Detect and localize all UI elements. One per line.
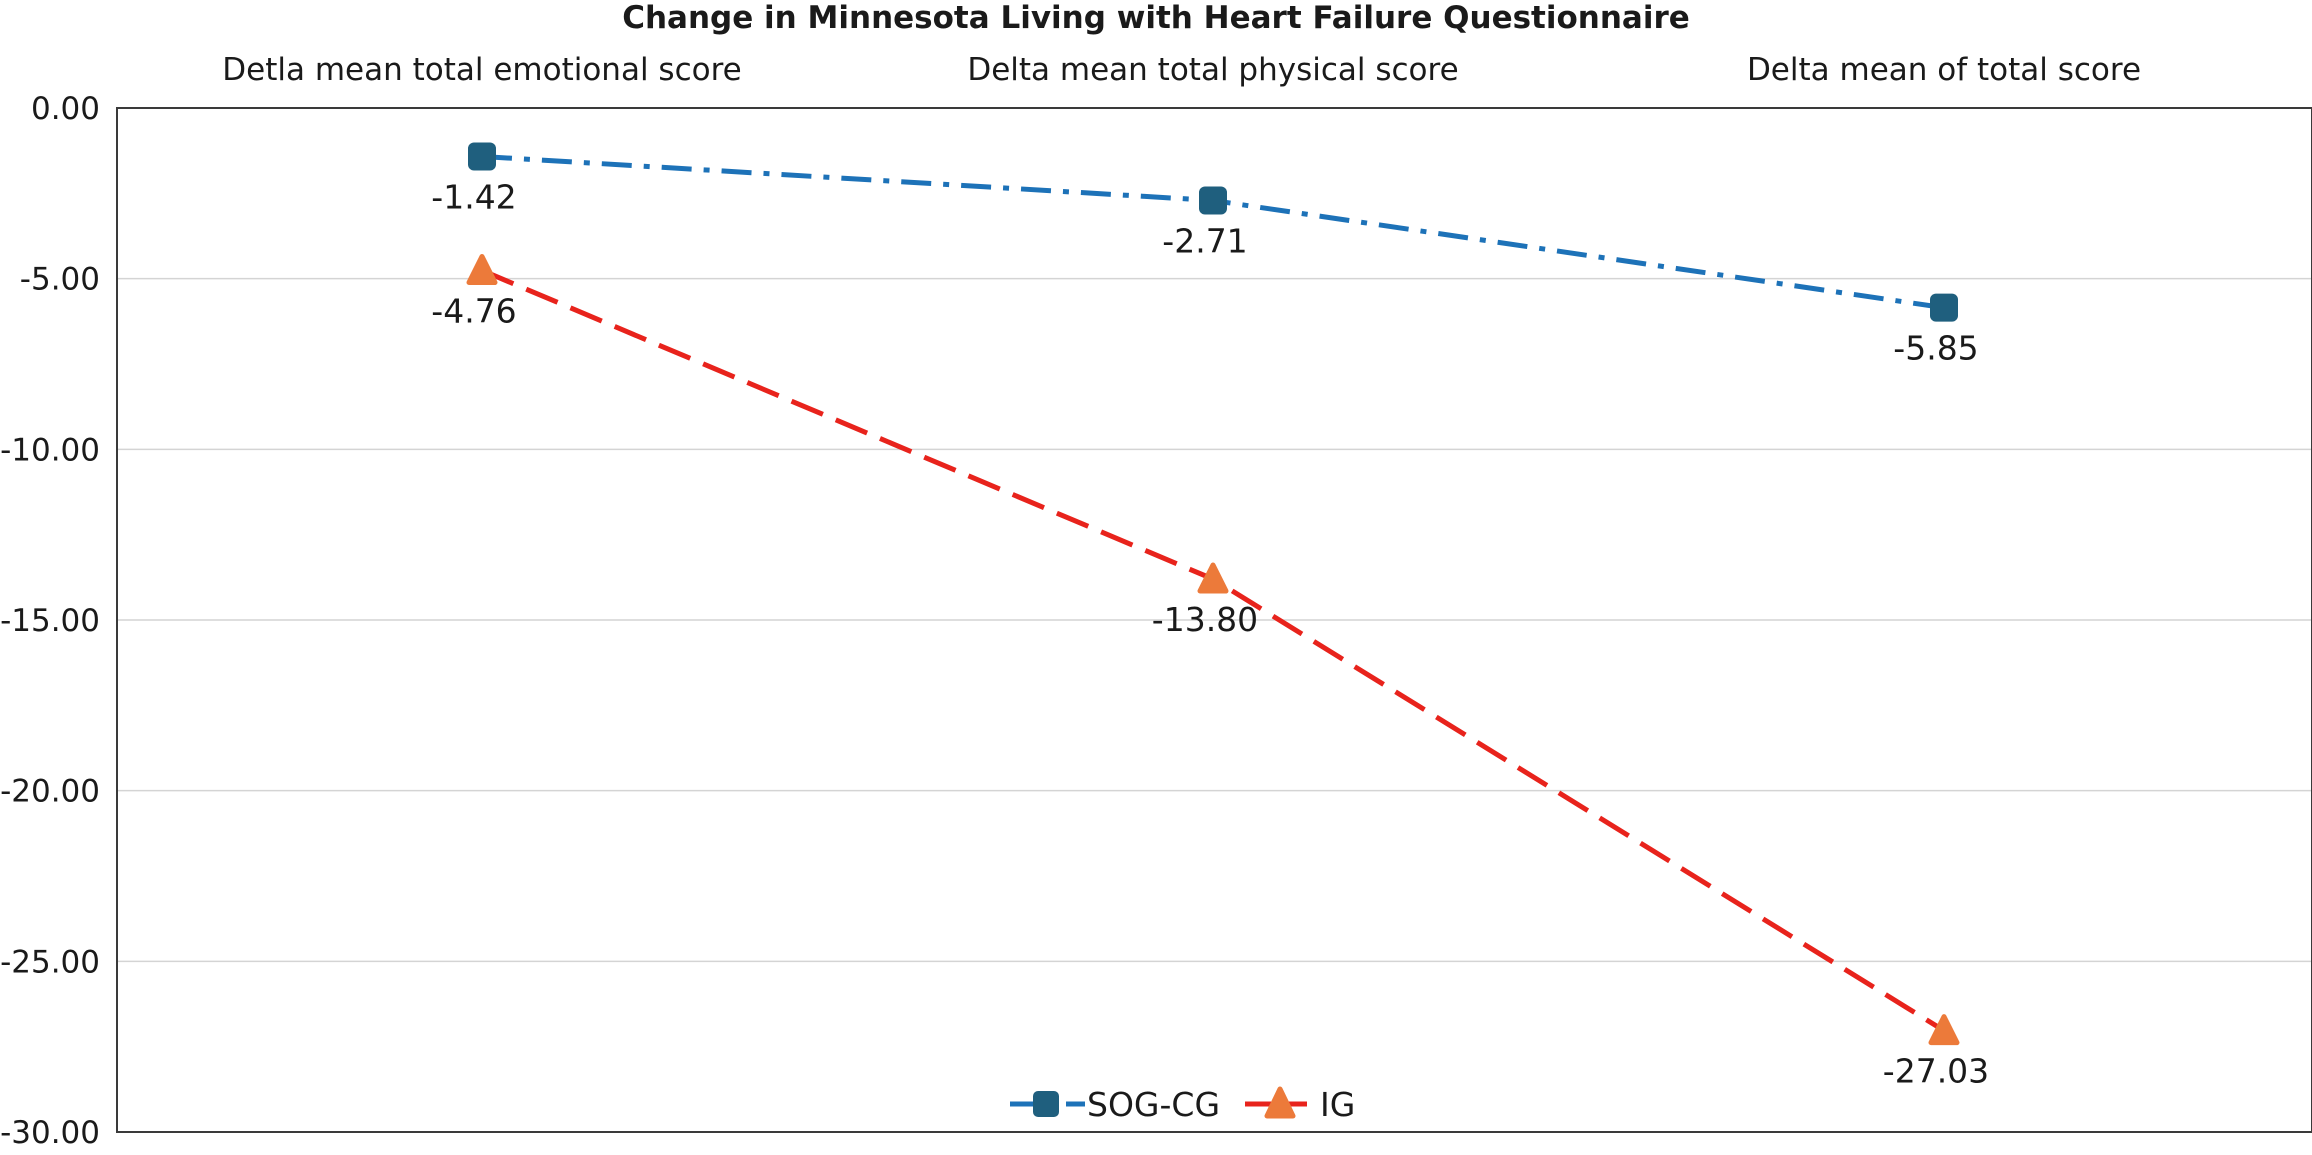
data-label: -13.80 — [1152, 600, 1258, 639]
y-tick-label: -15.00 — [0, 603, 100, 639]
data-label: -1.42 — [431, 177, 516, 216]
y-axis-tick-labels: 0.00 -5.00 -10.00 -15.00 -20.00 -25.00 -30.00 — [0, 91, 100, 1151]
y-tick-label: -10.00 — [0, 432, 100, 468]
plot-area-border — [116, 107, 2312, 1133]
legend-label-ig: IG — [1320, 1085, 1355, 1124]
y-tick-label: -5.00 — [20, 262, 100, 298]
category-label: Delta mean total physical score — [967, 52, 1458, 88]
series-line-ig — [481, 268, 1946, 1033]
legend-marker-sog-cg — [1033, 1091, 1059, 1117]
data-point-marker — [1928, 1014, 1960, 1046]
data-markers — [466, 142, 1960, 1046]
data-label: -2.71 — [1162, 222, 1247, 261]
category-labels: Detla mean total emotional score Delta me… — [222, 52, 2141, 88]
data-point-marker — [1197, 562, 1229, 594]
data-point-marker — [1930, 293, 1958, 322]
data-label: -5.85 — [1893, 329, 1978, 368]
legend-marker-ig — [1264, 1086, 1296, 1119]
data-point-marker — [468, 142, 496, 171]
data-labels: -1.42 -2.71 -5.85 -4.76 -13.80 -27.03 — [431, 177, 1989, 1090]
data-label: -4.76 — [431, 291, 516, 330]
chart-title: Change in Minnesota Living with Heart Fa… — [622, 0, 1690, 36]
data-label: -27.03 — [1883, 1052, 1989, 1091]
gridlines — [117, 277, 2312, 963]
data-point-marker — [466, 253, 498, 285]
series-lines — [481, 153, 1946, 1033]
y-tick-label: -25.00 — [0, 944, 100, 980]
y-tick-label: 0.00 — [31, 91, 100, 127]
y-tick-label: -30.00 — [0, 1115, 100, 1151]
legend-label-sog-cg: SOG-CG — [1087, 1085, 1220, 1124]
data-point-marker — [1199, 186, 1227, 215]
y-tick-label: -20.00 — [0, 774, 100, 810]
legend: SOG-CG IG — [1010, 1085, 1355, 1124]
category-label: Delta mean of total score — [1747, 52, 2141, 88]
category-label: Detla mean total emotional score — [222, 52, 741, 88]
